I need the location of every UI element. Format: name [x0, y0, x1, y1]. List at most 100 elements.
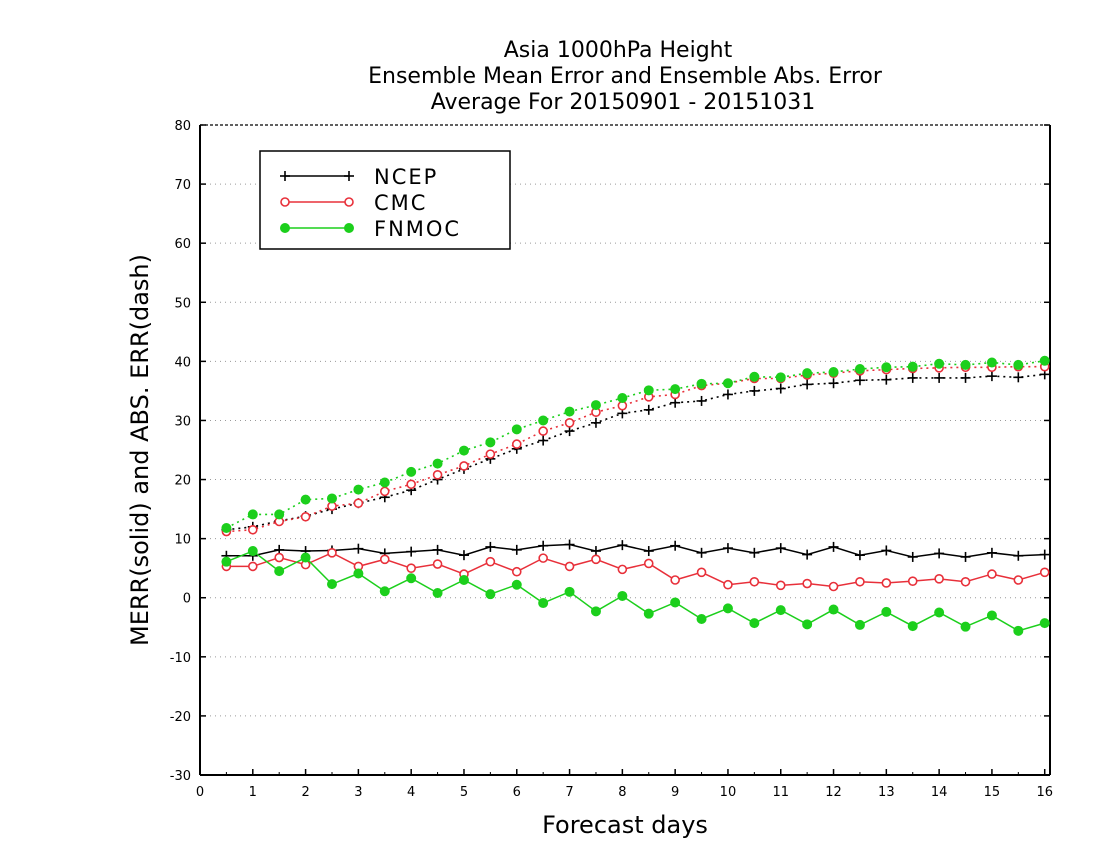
series-cmc-abs-err-line	[226, 365, 1045, 533]
legend-marker	[344, 171, 354, 181]
legend-marker	[344, 223, 354, 233]
title-line-2: Ensemble Mean Error and Ensemble Abs. Er…	[368, 64, 883, 89]
abs-err-point	[696, 378, 707, 389]
abs-err-point	[379, 486, 390, 497]
abs-err-point	[670, 397, 681, 408]
merr-point	[353, 568, 364, 579]
merr-point	[854, 619, 865, 630]
series-fnmoc	[221, 355, 1050, 636]
legend-label: CMC	[374, 191, 427, 215]
abs-err-point	[907, 361, 918, 372]
merr-point	[855, 576, 865, 587]
y-tick-label: 70	[174, 178, 191, 193]
merr-point	[775, 580, 786, 591]
merr-point	[960, 551, 971, 562]
abs-err-point	[934, 358, 945, 369]
merr-point	[406, 563, 416, 573]
abs-err-point	[564, 406, 575, 417]
merr-point	[379, 586, 390, 597]
merr-point	[247, 561, 258, 572]
abs-err-point	[458, 445, 469, 456]
merr-point	[538, 540, 549, 551]
merr-point	[538, 598, 549, 609]
x-tick-label: 13	[878, 785, 895, 800]
merr-point	[802, 578, 812, 589]
merr-point	[485, 541, 496, 552]
merr-point	[274, 552, 284, 563]
merr-point	[590, 546, 601, 557]
abs-err-point	[722, 389, 733, 400]
merr-point	[854, 550, 865, 561]
x-tick-label: 15	[984, 785, 1001, 800]
merr-point	[643, 558, 654, 569]
x-tick-label: 3	[354, 785, 362, 800]
merr-point	[221, 556, 232, 567]
merr-point	[432, 559, 443, 569]
merr-point	[960, 621, 971, 632]
series-cmc-merr-line	[226, 551, 1045, 588]
x-tick-label: 2	[301, 785, 309, 800]
merr-point	[722, 543, 733, 554]
abs-err-point	[749, 385, 760, 396]
plot-frame	[199, 124, 1051, 776]
merr-point	[881, 606, 892, 617]
abs-err-point	[643, 385, 654, 396]
merr-point	[406, 546, 417, 557]
abs-err-point	[221, 523, 232, 533]
abs-err-point	[564, 426, 575, 437]
merr-point	[881, 578, 892, 588]
x-tick-label: 7	[565, 785, 573, 800]
abs-err-point	[379, 477, 390, 488]
merr-point	[538, 553, 548, 563]
merr-point	[1013, 575, 1024, 585]
merr-point	[986, 547, 997, 558]
legend-item-fnmoc: FNMOC	[280, 217, 461, 241]
legend-marker	[280, 171, 290, 181]
abs-err-point	[854, 375, 865, 386]
merr-point	[564, 561, 575, 572]
abs-err-point	[775, 383, 786, 394]
merr-point	[828, 604, 839, 615]
abs-err-point	[934, 372, 945, 383]
merr-point	[511, 579, 522, 590]
merr-point	[590, 606, 601, 617]
x-tick-label: 12	[825, 785, 842, 800]
x-axis: 0 1 2 3 4 5 6 7 8 9 10 11 12 13 14 15 16	[196, 769, 1053, 800]
x-tick-label: 9	[671, 785, 679, 800]
legend-box	[259, 150, 511, 250]
abs-err-point	[986, 357, 997, 368]
abs-err-point	[538, 435, 549, 446]
abs-err-point	[643, 404, 654, 415]
abs-err-point	[300, 494, 311, 505]
abs-err-point	[247, 509, 258, 520]
merr-point	[749, 618, 760, 629]
merr-point	[802, 549, 813, 560]
merr-point	[696, 547, 707, 558]
merr-point	[564, 586, 575, 597]
series-fnmoc-merr-line	[226, 550, 1045, 632]
abs-err-point	[722, 378, 733, 389]
merr-point	[511, 544, 522, 555]
abs-err-point	[538, 426, 548, 436]
abs-err-point	[564, 418, 575, 428]
abs-err-point	[828, 378, 839, 389]
abs-err-point	[881, 374, 892, 385]
abs-err-point	[406, 479, 416, 490]
merr-point	[960, 576, 971, 587]
merr-point	[802, 619, 813, 630]
abs-err-point	[1013, 359, 1024, 370]
series-ncep	[221, 369, 1050, 562]
merr-point	[670, 540, 681, 551]
abs-err-point	[802, 379, 813, 390]
merr-point	[643, 546, 654, 557]
legend-label: FNMOC	[374, 217, 461, 241]
merr-point	[406, 573, 417, 584]
abs-err-point	[907, 372, 918, 383]
abs-err-point	[881, 362, 892, 373]
merr-point	[1013, 550, 1024, 561]
series-ncep-abs-err-line	[226, 373, 1045, 531]
merr-point	[1039, 618, 1050, 629]
y-tick-label: 0	[183, 592, 191, 607]
